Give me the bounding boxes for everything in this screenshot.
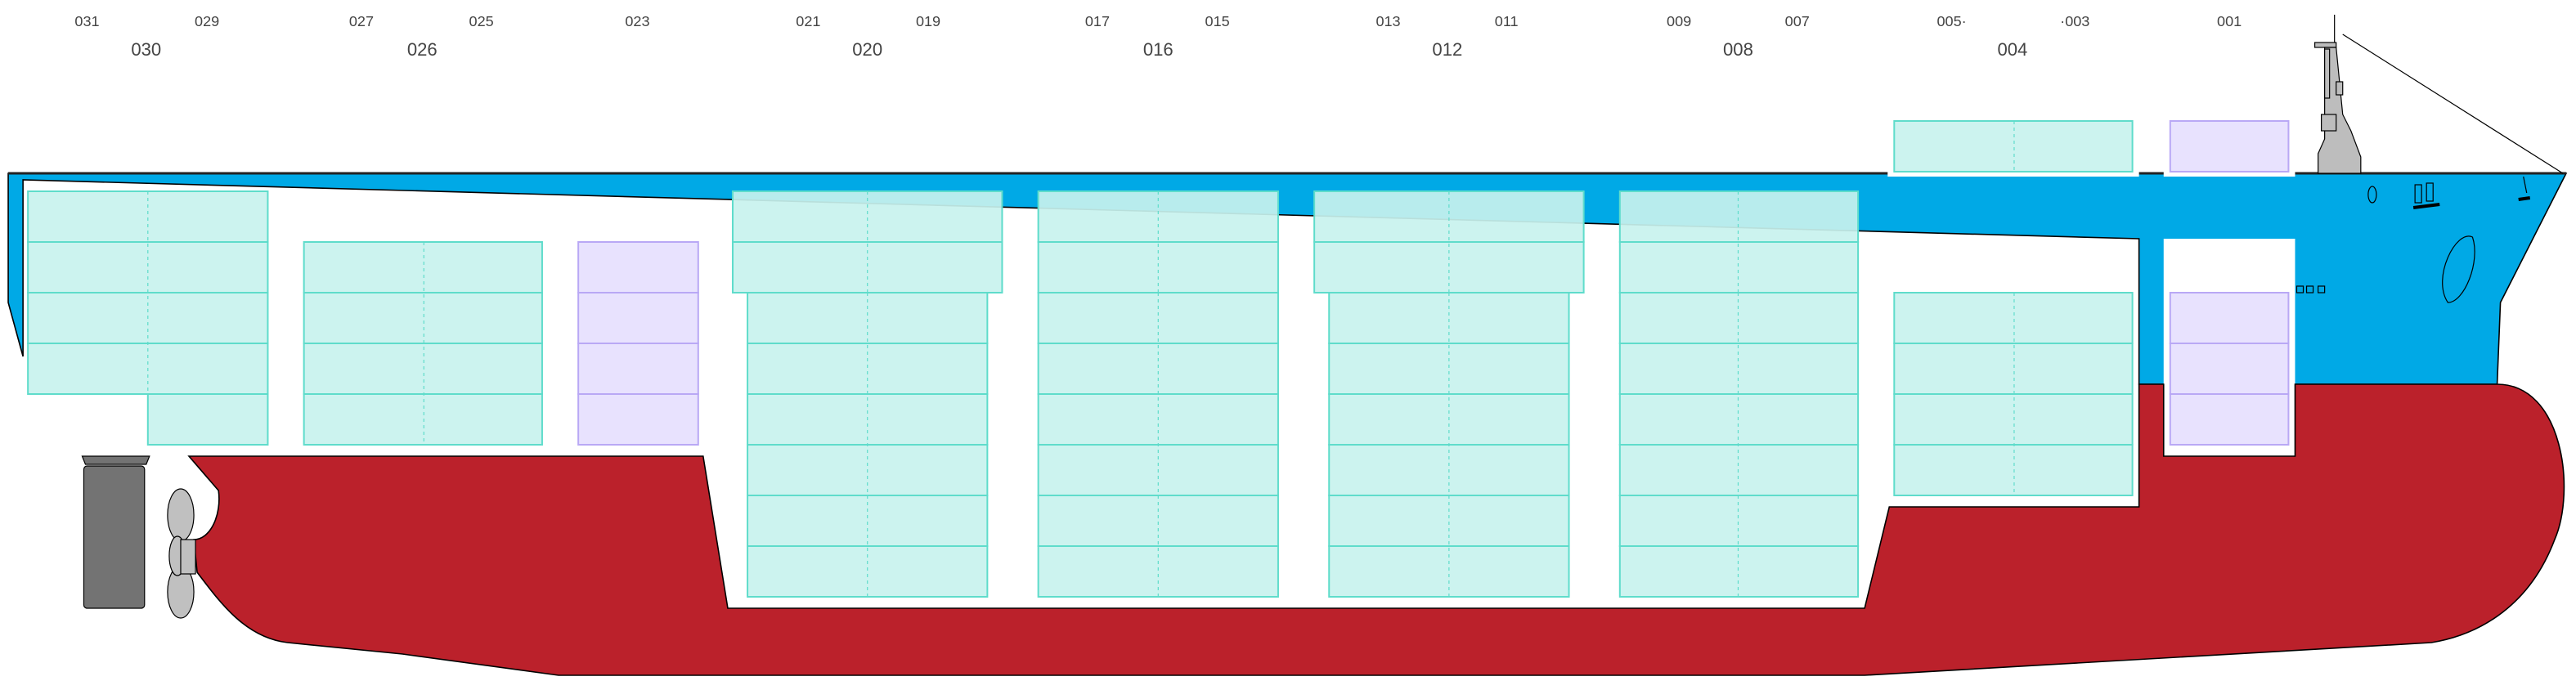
container-slot[interactable] [1618,292,1860,344]
bay-label-odd: 019 [916,13,940,29]
bay-008 [1618,190,1860,598]
rudder [81,455,150,609]
bay-label-odd: 009 [1667,13,1691,29]
bow-markings [2296,176,2531,303]
container-slot[interactable] [303,343,543,395]
bay-label-even: 004 [1998,39,2028,60]
container-slot[interactable] [1618,241,1860,293]
bay-label-odd: 021 [796,13,820,29]
bay-label-odd: 023 [625,13,649,29]
bay-004 [1893,120,2134,496]
container-slot[interactable] [2169,292,2290,344]
container-slot[interactable] [1893,120,2134,172]
bay-label-odd: 001 [2217,13,2242,29]
container-slot[interactable] [1618,495,1860,547]
propeller [167,488,196,619]
bay-012 [1313,190,1585,598]
bay-label-odd: 027 [349,13,374,29]
bay-label-even: 030 [131,39,161,60]
container-slot[interactable] [1618,190,1860,243]
bay-label-even: 012 [1432,39,1462,60]
bay-label-odd: 017 [1085,13,1110,29]
bay-label-odd: 007 [1785,13,1810,29]
container-slot[interactable] [2169,343,2290,395]
bay-030 [27,190,269,446]
container-slot[interactable] [1893,292,2134,344]
container-slot[interactable] [303,393,543,446]
container-slot[interactable] [577,292,699,344]
container-slot[interactable] [1893,393,2134,446]
container-slots [27,120,2290,598]
bay-001 [2169,120,2290,446]
bay-label-even: 026 [407,39,438,60]
bay-016 [1037,190,1279,598]
container-slot[interactable] [577,393,699,446]
container-slot[interactable] [577,343,699,395]
container-slot[interactable] [1618,545,1860,598]
bay-label-odd: 011 [1495,13,1519,29]
container-slot[interactable] [146,393,269,446]
upper-hull [7,172,2568,385]
container-slot[interactable] [1618,444,1860,496]
bay-label-even: 008 [1723,39,1753,60]
container-slot[interactable] [2169,120,2290,172]
container-slot[interactable] [303,292,543,344]
bay-026 [303,241,543,446]
container-slot[interactable] [577,241,699,293]
bay-label-odd: 015 [1205,13,1230,29]
container-slot[interactable] [1618,343,1860,395]
bay-label-even: 020 [852,39,882,60]
bay-label-odd: ·003 [2060,13,2089,29]
container-slot[interactable] [2169,393,2290,446]
deck-gap [1887,170,2139,177]
container-slot[interactable] [1618,393,1860,446]
bay-label-odd: 005· [1937,13,1967,29]
bay-020 [731,190,1003,598]
container-slot[interactable] [1893,444,2134,496]
deck-gap [2163,170,2296,177]
container-slot[interactable] [303,241,543,293]
bay-023 [577,241,699,446]
bay-label-odd: 029 [195,13,219,29]
bay-label-odd: 025 [469,13,494,29]
bay-label-even: 016 [1143,39,1174,60]
bay-labels: 031 029 027 025 023 021 019 017 015 013 011 009 007 0… [74,13,2242,60]
bay-label-odd: 031 [74,13,99,29]
bay-label-odd: 013 [1376,13,1400,29]
container-slot[interactable] [1893,343,2134,395]
bridge-mast [2313,15,2564,174]
